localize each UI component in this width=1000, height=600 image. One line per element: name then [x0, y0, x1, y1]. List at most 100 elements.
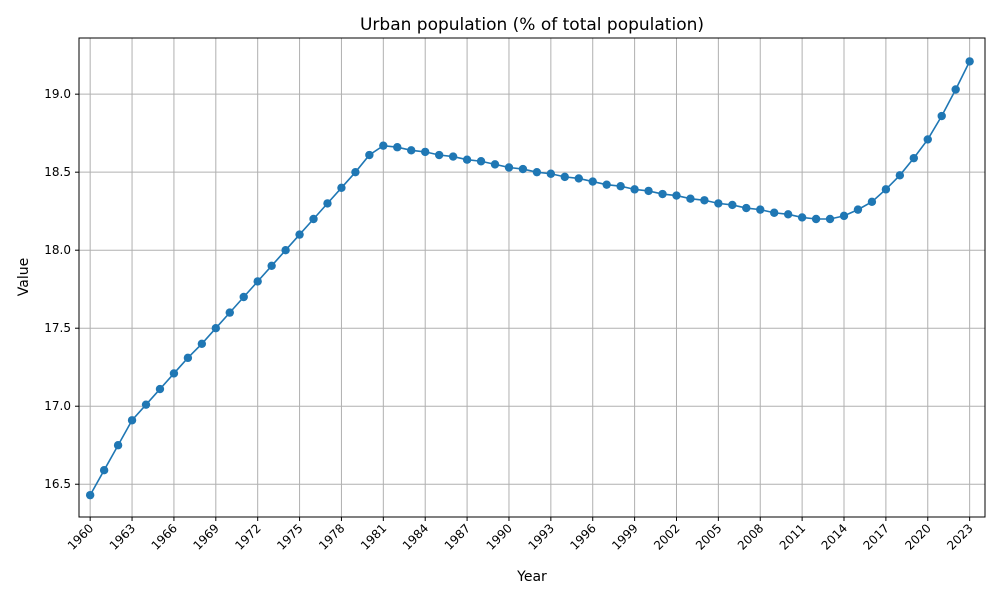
data-point: [99, 465, 109, 475]
data-point: [714, 199, 723, 208]
data-point: [295, 230, 304, 239]
data-point: [351, 167, 360, 177]
data-point: [476, 157, 486, 166]
y-tick-label: 17.0: [44, 399, 71, 413]
data-point: [490, 160, 500, 169]
data-point: [700, 196, 709, 205]
data-point: [504, 163, 514, 172]
x-tick-label: 1990: [484, 521, 515, 552]
data-point: [811, 214, 821, 224]
y-tick-label: 19.0: [44, 87, 71, 101]
y-tick-label: 18.0: [44, 243, 71, 257]
series-line: [89, 61, 971, 496]
x-tick-label: 2011: [777, 521, 808, 552]
data-point: [462, 155, 472, 164]
series-layer: [85, 57, 974, 500]
data-point: [616, 182, 625, 191]
data-point: [448, 152, 458, 161]
x-tick-label: 1975: [274, 521, 305, 552]
chart-title: Urban population (% of total population): [360, 15, 704, 35]
data-point: [909, 153, 919, 163]
x-tick-label: 1993: [525, 521, 556, 552]
data-point: [518, 164, 528, 174]
y-tick-label: 18.5: [44, 165, 71, 179]
data-point: [770, 208, 779, 217]
data-point: [532, 167, 542, 177]
x-tick-label: 2020: [902, 521, 933, 552]
data-point: [644, 186, 653, 196]
y-tick-label: 16.5: [44, 477, 71, 491]
data-point: [197, 339, 207, 349]
x-tick-label: 1987: [442, 521, 473, 552]
grid: [79, 38, 985, 517]
x-axis-label: Year: [516, 569, 547, 585]
data-point: [825, 214, 835, 224]
x-tick-label: 2008: [735, 521, 766, 552]
data-point: [239, 292, 248, 302]
x-tick-label: 2002: [651, 521, 682, 552]
data-point: [588, 177, 597, 186]
x-tick-label: 2014: [819, 521, 850, 552]
data-point: [141, 400, 151, 409]
data-point: [742, 203, 751, 213]
data-point: [783, 210, 793, 219]
data-point: [797, 213, 807, 222]
data-point: [253, 277, 262, 286]
data-point: [421, 147, 430, 157]
data-point: [155, 384, 165, 394]
data-point: [211, 324, 221, 333]
data-point: [113, 441, 123, 450]
x-tick-label: 1996: [567, 521, 598, 552]
data-point: [574, 174, 583, 183]
data-point: [407, 146, 416, 155]
data-point: [309, 214, 318, 224]
x-tick-label: 1978: [316, 521, 347, 552]
data-point: [686, 194, 695, 203]
data-point: [867, 197, 877, 207]
x-tick-label: 1960: [65, 521, 96, 552]
y-tick-label: 17.5: [44, 321, 71, 335]
data-point: [393, 143, 402, 152]
data-point: [937, 111, 946, 121]
data-point: [965, 57, 974, 66]
data-point: [728, 200, 737, 210]
data-point: [379, 141, 388, 150]
data-point: [895, 171, 905, 180]
data-point: [839, 211, 849, 221]
x-tick-label: 1984: [400, 521, 431, 552]
data-point: [281, 245, 290, 255]
x-tick-label: 1969: [190, 521, 221, 552]
x-tick-label: 1999: [609, 521, 640, 552]
data-point: [602, 180, 611, 189]
y-axis: 16.5 17.0 17.5 18.0 18.5 19.0: [44, 87, 79, 491]
data-point: [951, 85, 960, 94]
data-point: [434, 150, 444, 160]
x-tick-label: 1981: [358, 521, 389, 552]
y-axis-label: Value: [16, 258, 32, 296]
plot-frame: [78, 37, 986, 518]
data-point: [127, 416, 137, 425]
x-tick-label: 2005: [693, 521, 724, 552]
data-point: [658, 189, 667, 199]
data-point: [853, 205, 863, 214]
data-point: [169, 369, 179, 378]
data-point: [881, 185, 891, 194]
data-point: [267, 261, 276, 270]
data-point: [85, 490, 95, 500]
data-point: [672, 191, 681, 200]
x-tick-label: 2023: [944, 521, 975, 552]
x-tick-label: 1966: [149, 521, 180, 552]
data-point: [323, 199, 332, 208]
data-point: [756, 205, 765, 214]
data-point: [337, 183, 346, 192]
x-tick-label: 2017: [861, 521, 892, 552]
x-tick-label: 1963: [107, 521, 138, 552]
data-point: [365, 150, 374, 160]
x-tick-label: 1972: [232, 521, 263, 552]
x-axis: 1960 1963 1966 1969 1972 1975 1978 1981 1984 1987…: [65, 517, 976, 553]
data-point: [560, 172, 570, 182]
data-point: [225, 308, 234, 317]
data-point: [546, 169, 556, 178]
data-point: [183, 353, 193, 363]
